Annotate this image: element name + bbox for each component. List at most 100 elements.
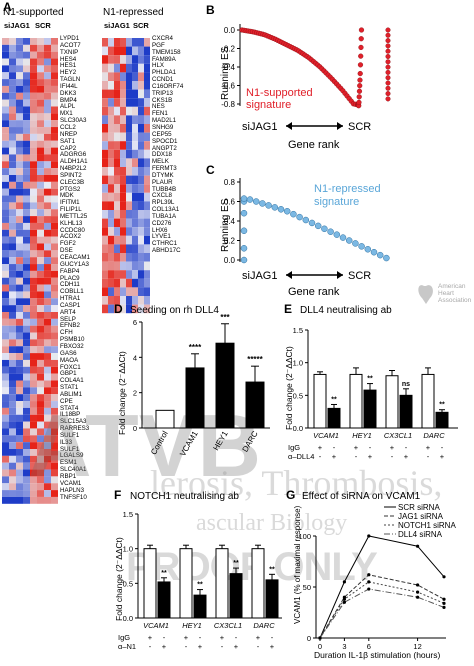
heatmap-cell (51, 250, 58, 258)
heatmap-cell (114, 132, 120, 142)
left-gene-label: FABP4 (60, 267, 80, 275)
panel-g-series-point (367, 580, 371, 584)
heatmap-cell (51, 305, 58, 312)
heatmap-cell (51, 401, 58, 408)
heatmap-cell (132, 124, 138, 133)
panel-e-row2-mark: + (368, 452, 373, 461)
panel-c-letter: C (206, 163, 215, 177)
panel-e-bar (399, 394, 413, 429)
heatmap-cell (51, 332, 58, 340)
heatmap-cell (30, 236, 37, 244)
heatmap-cell (126, 46, 132, 56)
heatmap-cell (108, 244, 114, 253)
heatmap-cell (108, 132, 114, 142)
heatmap-cell (30, 161, 37, 169)
heatmap-cell (23, 394, 30, 402)
heatmap-cell (23, 44, 30, 52)
heatmap-cell (44, 58, 51, 66)
heatmap-cell (138, 98, 144, 107)
heatmap-cell (108, 210, 114, 219)
heatmap-cell (44, 133, 51, 141)
heatmap-cell (37, 181, 44, 189)
heatmap-cell (120, 55, 126, 64)
heatmap-cell (51, 257, 58, 265)
heatmap-cell (51, 428, 58, 436)
heatmap-cell (16, 229, 23, 237)
panel-b-arrowheads (286, 122, 343, 130)
heatmap-cell (2, 140, 9, 148)
heatmap-cell (16, 120, 23, 128)
panel-b-es-point (357, 62, 364, 68)
heatmap-cell (44, 99, 51, 107)
heatmap-cell (51, 243, 58, 251)
panel-e-bar (363, 389, 377, 429)
left-gene-label: IL33 (60, 438, 73, 446)
panel-g-xlabel: Duration IL-1β stimulation (hours) (314, 650, 440, 660)
heatmap-cell (30, 312, 37, 319)
heatmap-cell (2, 339, 9, 347)
panel-e-row2-mark: - (391, 452, 394, 461)
heatmap-cell (16, 250, 23, 258)
panel-f-row2-mark: - (149, 642, 152, 651)
heatmap-cell (23, 133, 30, 141)
heatmap-cell (9, 72, 16, 80)
heatmap-cell (2, 476, 9, 484)
heatmap-cell (51, 85, 58, 93)
heatmap-cell (108, 81, 114, 90)
heatmap-cell (102, 201, 108, 210)
panel-d-category-label: Control (149, 429, 170, 456)
heatmap-left-sublabel-sijag1: siJAG1 (4, 21, 30, 30)
heatmap-cell (144, 287, 150, 296)
heatmap-cell (132, 218, 138, 228)
panel-f-bar (143, 548, 157, 619)
heatmap-cell (138, 89, 144, 99)
left-gene-label: ESM1 (60, 459, 77, 467)
heatmap-cell (114, 253, 120, 262)
panel-b-ytick-label: -0.6 (221, 82, 235, 91)
heatmap-cell (9, 270, 16, 278)
left-gene-label: PLAC9 (60, 274, 80, 282)
heatmap-cell (108, 253, 114, 262)
heatmap-cell (9, 414, 16, 422)
heatmap-cell (23, 161, 30, 169)
heatmap-cell (102, 261, 108, 271)
heatmap-cell (37, 366, 44, 374)
heatmap-cell (30, 99, 37, 107)
heatmap-cell (2, 407, 9, 415)
heatmap-cell (44, 113, 51, 121)
panel-e-ytick-label: 1.5 (293, 326, 303, 335)
heatmap-cell (51, 373, 58, 381)
heatmap-cell (120, 98, 126, 107)
heatmap-cell (44, 428, 51, 436)
heatmap-cell (51, 490, 58, 497)
panel-g-series-point (442, 575, 446, 579)
heatmap-cell (30, 188, 37, 196)
heatmap-cell (37, 154, 44, 162)
heatmap-cell (132, 210, 138, 219)
panel-f-row2-label: α–N1 (118, 642, 136, 651)
heatmap-cell (2, 346, 9, 354)
panel-b-right-label: SCR (348, 121, 371, 133)
panel-e-row1-label: IgG (288, 443, 300, 452)
heart-torch-icon (418, 285, 433, 304)
left-gene-label: HTRA1 (60, 295, 81, 303)
heatmap-cell (102, 132, 108, 142)
heatmap-cell (2, 44, 9, 52)
heatmap-cell (2, 414, 9, 422)
heatmap-cell (102, 81, 108, 90)
heatmap-cell (44, 154, 51, 162)
heatmap-cell (30, 394, 37, 402)
heatmap-cell (16, 38, 23, 45)
heatmap-cell (37, 496, 44, 504)
panel-e-bar (349, 373, 363, 429)
panel-c-left-label: siJAG1 (242, 270, 277, 282)
heatmap-cell (37, 99, 44, 107)
heatmap-cell (44, 51, 51, 59)
panel-e-significance: ** (439, 402, 445, 409)
heatmap-cell (108, 278, 114, 288)
heatmap-cell (16, 175, 23, 182)
panel-f-row2-mark: + (270, 642, 275, 651)
left-gene-label: VCAM1 (60, 479, 82, 487)
heatmap-cell (120, 158, 126, 167)
heatmap-cell (37, 147, 44, 155)
